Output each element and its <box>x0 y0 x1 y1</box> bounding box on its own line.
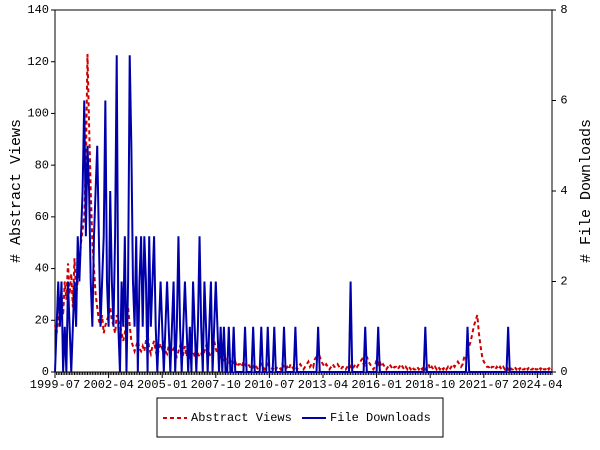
y2-tick-label: 4 <box>560 184 567 198</box>
y-tick-label: 80 <box>35 158 49 172</box>
y-tick-label: 0 <box>42 365 49 379</box>
y2-tick-label: 6 <box>560 94 567 108</box>
y2-tick-label: 2 <box>560 275 567 289</box>
legend <box>156 397 444 438</box>
y-tick-label: 120 <box>27 55 49 69</box>
x-tick-label: 2013-04 <box>298 378 348 392</box>
x-tick-label: 2018-10 <box>405 378 455 392</box>
y-axis-label: # Abstract Views <box>8 119 25 263</box>
legend-label: File Downloads <box>330 411 431 425</box>
x-tick-label: 2016-01 <box>351 378 401 392</box>
y2-tick-label: 0 <box>560 365 567 379</box>
x-tick-label: 2005-01 <box>137 378 187 392</box>
y-tick-label: 100 <box>27 107 49 121</box>
y2-axis-label: # File Downloads <box>578 119 595 263</box>
y-tick-label: 140 <box>27 3 49 17</box>
data-line <box>54 53 553 372</box>
x-tick-label: 2021-07 <box>459 378 509 392</box>
x-tick-label: 2002-04 <box>83 378 133 392</box>
x-tick-label: 2007-10 <box>191 378 241 392</box>
data-line <box>54 55 552 373</box>
x-tick-label: 1999-07 <box>30 378 80 392</box>
y-tick-label: 60 <box>35 210 49 224</box>
x-tick-label: 2010-07 <box>244 378 294 392</box>
y-tick-label: 20 <box>35 313 49 327</box>
x-tick-label: 2024-04 <box>512 378 562 392</box>
y-tick-label: 40 <box>35 262 49 276</box>
legend-label: Abstract Views <box>191 411 292 425</box>
y2-tick-label: 8 <box>560 3 567 17</box>
